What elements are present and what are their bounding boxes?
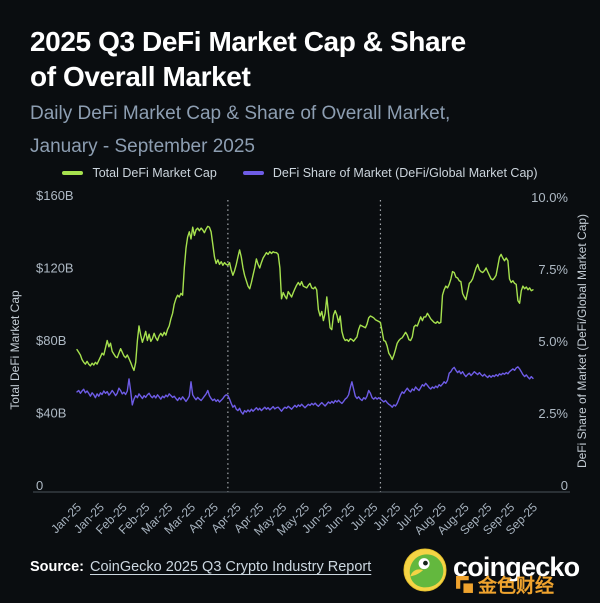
series-line-defi-share-of-market-defi-global-market-cap (76, 366, 534, 415)
jinse-finance-icon (456, 576, 473, 593)
y-tick-label-right: 5.0% (538, 334, 568, 349)
legend-label: DeFi Share of Market (DeFi/Global Market… (272, 166, 538, 180)
source-label: Source: (30, 559, 84, 575)
series-line-total-defi-market-cap (76, 225, 534, 372)
legend-label: Total DeFi Market Cap (92, 166, 217, 180)
legend-item: Total DeFi Market Cap (62, 166, 217, 180)
legend-item: DeFi Share of Market (DeFi/Global Market… (242, 166, 538, 180)
y-tick-label-left: $120B (36, 261, 74, 276)
y-tick-label-left: $160B (36, 188, 74, 203)
legend-swatch-icon (62, 171, 84, 175)
left-axis-title: Total DeFi Market Cap (8, 290, 22, 410)
coingecko-logo-icon (403, 548, 447, 592)
page-subtitle-line1: Daily DeFi Market Cap & Share of Overall… (30, 103, 451, 124)
jinse-watermark-text: 金色财经 (478, 576, 555, 597)
y-tick-label-right: 0 (561, 478, 568, 493)
y-tick-label-right: 2.5% (538, 406, 568, 421)
source-link[interactable]: CoinGecko 2025 Q3 Crypto Industry Report (90, 559, 372, 575)
page-title-line1: 2025 Q3 DeFi Market Cap & Share (30, 26, 466, 57)
right-axis-title: DeFi Share of Market (DeFi/Global Market… (575, 214, 589, 468)
chart-legend: Total DeFi Market Cap DeFi Share of Marke… (0, 165, 600, 181)
page-title: 2025 Q3 DeFi Market Cap & Share of Overa… (30, 24, 466, 94)
legend-swatch-icon (242, 171, 264, 175)
coingecko-brand: coingecko 金色财经 (403, 548, 593, 598)
y-tick-label-left: $80B (36, 333, 66, 348)
y-tick-label-left: $40B (36, 406, 66, 421)
y-tick-label-right: 10.0% (531, 190, 568, 205)
brand-wordmark: coingecko (453, 552, 580, 582)
y-tick-label-left: 0 (36, 478, 43, 493)
y-tick-label-right: 7.5% (538, 262, 568, 277)
page-subtitle-line2: January - September 2025 (30, 136, 255, 157)
jinse-watermark: 金色财经 (455, 571, 554, 598)
source-line: Source: CoinGecko 2025 Q3 Crypto Industry… (30, 559, 371, 575)
page-subtitle: Daily DeFi Market Cap & Share of Overall… (30, 97, 450, 163)
page-title-line2: of Overall Market (30, 61, 251, 92)
